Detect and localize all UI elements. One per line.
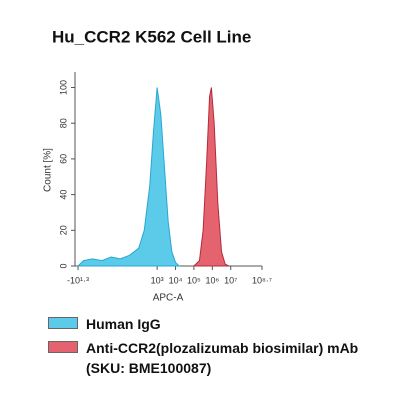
legend-swatch <box>48 317 78 329</box>
x-tick-label: 10⁵ <box>187 275 201 285</box>
histogram-area <box>192 87 230 267</box>
x-axis-title: APC-A <box>153 293 184 304</box>
y-tick-label: 60 <box>58 154 68 164</box>
legend-item: Human IgG <box>48 314 388 334</box>
y-tick-label: 100 <box>58 80 68 95</box>
legend: Human IgG Anti-CCR2(plozalizumab biosimil… <box>48 314 388 382</box>
chart-title: Hu_CCR2 K562 Cell Line <box>52 27 251 46</box>
legend-swatch <box>48 341 78 353</box>
x-tick-label: 10⁸·⁷ <box>252 275 272 285</box>
x-tick-label: 10³ <box>151 275 164 285</box>
x-tick-label: 10⁴ <box>169 275 183 285</box>
y-tick-label: 20 <box>58 225 68 235</box>
x-tick-label: 10⁶ <box>205 275 219 285</box>
legend-item: Anti-CCR2(plozalizumab biosimilar) mAb (… <box>48 338 388 378</box>
y-tick-label: 0 <box>58 263 68 268</box>
y-tick-label: 40 <box>58 190 68 200</box>
x-tick-label: -10¹·³ <box>67 275 89 285</box>
chart: Hu_CCR2 K562 Cell Line Count [%] APC-A 0… <box>43 27 272 304</box>
legend-label: Human IgG <box>86 316 161 332</box>
x-tick-label: 10⁷ <box>224 275 237 285</box>
legend-label: Anti-CCR2(plozalizumab biosimilar) mAb (… <box>86 340 359 376</box>
y-tick-label: 80 <box>58 118 68 128</box>
y-axis-title: Count [%] <box>43 148 54 192</box>
histogram-area <box>76 87 181 267</box>
